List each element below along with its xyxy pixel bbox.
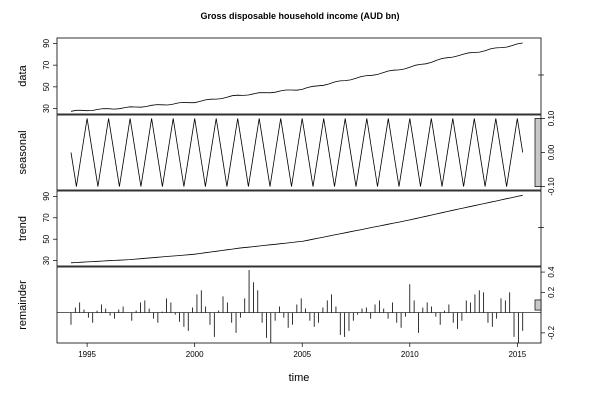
y-tick-label: 30 — [42, 104, 51, 113]
scale-bar — [534, 299, 542, 311]
x-axis: 1995 2000 2005 2010 2015 — [78, 343, 527, 359]
panel-ylabel: seasonal — [17, 130, 29, 174]
x-tick-label: 2000 — [186, 350, 204, 359]
panel-data: data 30 50 70 90 — [17, 37, 544, 115]
chart-title: Gross disposable household income (AUD b… — [200, 11, 399, 21]
panel-ylabel: remainder — [17, 280, 29, 330]
panel-trend: trend 30 50 70 90 — [17, 190, 544, 267]
panel-ylabel: trend — [17, 216, 29, 241]
y-tick-label: 70 — [42, 213, 51, 222]
x-tick-label: 2015 — [508, 350, 526, 359]
y-tick-label: 0.2 — [547, 286, 556, 298]
y-tick-label: 0.4 — [547, 266, 556, 278]
panel-seasonal: seasonal -0.10 0.00 0.10 — [17, 110, 556, 196]
x-tick-label: 1995 — [78, 350, 96, 359]
y-tick-label: -0.2 — [547, 325, 556, 339]
panel-frame — [56, 190, 542, 267]
y-tick-label: 90 — [42, 38, 51, 47]
trend-line — [70, 194, 523, 264]
panel-frame — [56, 37, 542, 115]
scale-bar — [534, 118, 542, 187]
y-tick-label: 0.10 — [547, 110, 556, 126]
y-tick-label: 30 — [42, 256, 51, 265]
y-tick-label: 50 — [42, 234, 51, 243]
x-axis-label: time — [289, 372, 310, 384]
y-tick-label: 50 — [42, 82, 51, 91]
panel-remainder: remainder -0.2 0.2 0.4 — [17, 266, 556, 344]
panel-frame — [56, 266, 542, 344]
y-tick-label: -0.10 — [547, 177, 556, 196]
y-tick-label: 90 — [42, 191, 51, 200]
y-tick-label: 0.00 — [547, 144, 556, 160]
panels: data 30 50 70 90 seasonal -0.10 0.00 0.10 trend 30… — [17, 37, 556, 344]
seasonal-line — [70, 118, 524, 187]
panel-ylabel: data — [17, 64, 29, 86]
x-tick-label: 2010 — [401, 350, 419, 359]
data-line — [70, 42, 523, 112]
panel-frame — [56, 114, 542, 191]
x-tick-label: 2005 — [293, 350, 311, 359]
y-tick-label: 70 — [42, 60, 51, 69]
